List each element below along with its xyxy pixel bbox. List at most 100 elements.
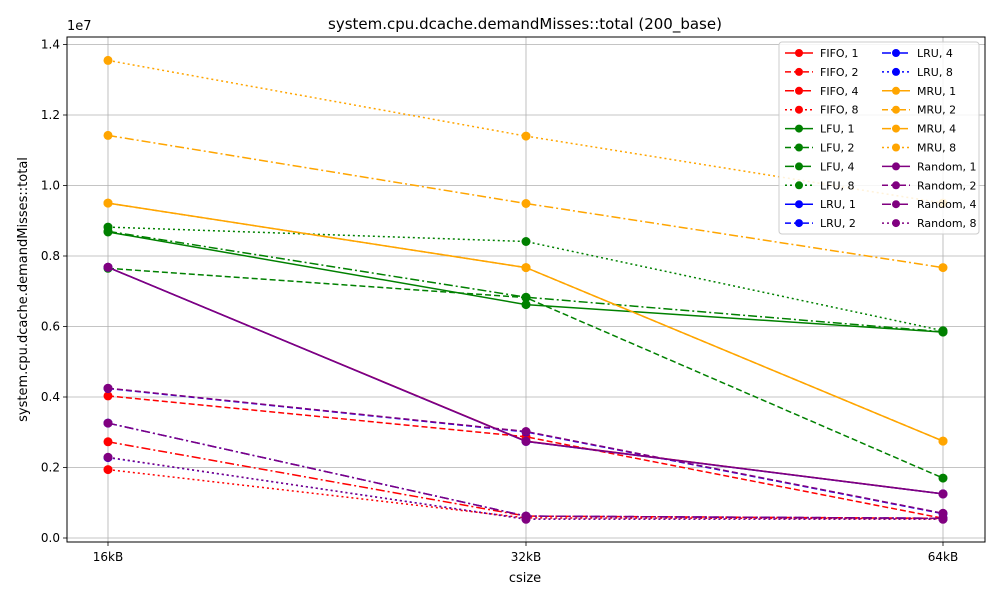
data-point xyxy=(938,473,948,483)
x-tick-label: 32kB xyxy=(511,550,541,564)
data-point xyxy=(103,383,113,393)
series-random-1 xyxy=(103,262,948,499)
legend-item: MRU, 2 xyxy=(882,104,956,117)
legend-label: MRU, 1 xyxy=(917,85,956,98)
legend-marker xyxy=(795,143,803,152)
legend-marker xyxy=(795,86,803,95)
data-point xyxy=(103,391,113,401)
legend-label: Random, 1 xyxy=(917,160,977,173)
legend-item: LFU, 2 xyxy=(785,142,855,155)
legend-marker xyxy=(795,49,803,57)
legend-marker xyxy=(892,105,900,114)
data-point xyxy=(521,436,531,446)
data-point xyxy=(938,514,948,524)
legend-marker xyxy=(892,143,900,152)
series-line xyxy=(107,202,944,442)
x-tick-label: 16kB xyxy=(93,550,123,564)
legend-label: FIFO, 8 xyxy=(820,104,859,117)
data-point xyxy=(103,55,113,65)
legend-label: Random, 8 xyxy=(917,217,977,230)
data-point xyxy=(938,489,948,499)
legend-marker xyxy=(795,105,803,114)
data-point xyxy=(938,326,948,336)
legend-item: LFU, 1 xyxy=(785,123,855,136)
series-lfu-8 xyxy=(103,222,948,336)
legend-marker xyxy=(892,162,900,171)
legend-marker xyxy=(795,124,803,133)
series-line xyxy=(107,387,944,515)
data-point xyxy=(103,437,113,447)
legend-marker xyxy=(892,200,900,209)
legend-label: LRU, 8 xyxy=(917,66,953,79)
legend-marker xyxy=(795,219,803,228)
legend-item: FIFO, 2 xyxy=(785,66,859,79)
series-line xyxy=(107,441,944,520)
data-point xyxy=(103,452,113,462)
legend-item: FIFO, 4 xyxy=(785,85,859,98)
y-axis-label: system.cpu.dcache.demandMisses::total xyxy=(16,157,31,422)
legend-item: LRU, 8 xyxy=(882,66,953,79)
legend-marker xyxy=(892,67,900,76)
legend-item: Random, 8 xyxy=(882,217,977,230)
data-point xyxy=(521,199,531,208)
legend-label: LRU, 4 xyxy=(917,47,953,60)
legend-label: Random, 4 xyxy=(917,198,977,211)
data-point xyxy=(938,436,948,446)
y-scale-label: 1e7 xyxy=(67,19,92,34)
legend-item: Random, 4 xyxy=(882,198,977,211)
data-point xyxy=(521,237,531,246)
axis-ticks: 16kB 32kB 64kB 0.0 0.2 0.4 0.6 0.8 1.0 1.2 1.4 xyxy=(41,38,958,565)
x-tick-label: 64kB xyxy=(928,550,958,564)
legend-item: MRU, 4 xyxy=(882,123,956,136)
data-point xyxy=(103,198,113,208)
series-line xyxy=(107,456,943,521)
series-mru-2 xyxy=(103,198,948,446)
legend-item: LFU, 8 xyxy=(785,179,855,192)
legend-item: Random, 1 xyxy=(882,160,977,173)
series-line xyxy=(107,230,944,333)
legend-label: LRU, 2 xyxy=(820,217,856,230)
data-point xyxy=(103,262,113,272)
legend-item: MRU, 8 xyxy=(882,142,956,155)
x-axis-label: csize xyxy=(509,571,541,586)
data-point xyxy=(103,418,113,428)
data-point xyxy=(521,427,531,436)
data-point xyxy=(103,222,113,232)
y-tick-label: 1.4 xyxy=(41,38,60,52)
data-point xyxy=(103,130,113,140)
legend-marker xyxy=(892,219,900,228)
legend-marker xyxy=(795,200,803,209)
y-tick-label: 0.8 xyxy=(41,249,60,263)
legend-label: LFU, 4 xyxy=(820,160,855,173)
legend-label: Random, 2 xyxy=(917,179,977,192)
legend-marker xyxy=(795,67,803,76)
legend-item: MRU, 1 xyxy=(882,85,956,98)
legend-marker xyxy=(892,124,900,133)
legend-label: FIFO, 4 xyxy=(820,85,859,98)
legend-label: MRU, 4 xyxy=(917,123,956,136)
legend-item: FIFO, 8 xyxy=(785,104,859,117)
y-tick-label: 0.4 xyxy=(41,390,60,404)
y-tick-label: 0.6 xyxy=(41,320,60,334)
legend-label: LFU, 8 xyxy=(820,179,855,192)
data-point xyxy=(521,300,531,310)
legend-box xyxy=(778,41,980,235)
legend-label: LFU, 2 xyxy=(820,142,855,155)
series-line xyxy=(107,134,944,269)
legend-item: Random, 2 xyxy=(882,179,977,192)
data-point xyxy=(521,131,531,141)
legend-marker xyxy=(892,181,900,190)
legend-label: FIFO, 1 xyxy=(820,47,859,60)
y-tick-label: 0.0 xyxy=(41,531,60,545)
data-point xyxy=(521,263,531,273)
legend-marker xyxy=(795,162,803,171)
series-mru-4 xyxy=(103,130,948,273)
data-point xyxy=(521,514,531,524)
series-random-8 xyxy=(103,452,948,524)
legend-label: LRU, 1 xyxy=(820,198,856,211)
legend-label: MRU, 2 xyxy=(917,104,956,117)
legend-marker xyxy=(892,49,900,57)
legend-label: FIFO, 2 xyxy=(820,66,859,79)
y-tick-label: 1.2 xyxy=(41,108,60,122)
